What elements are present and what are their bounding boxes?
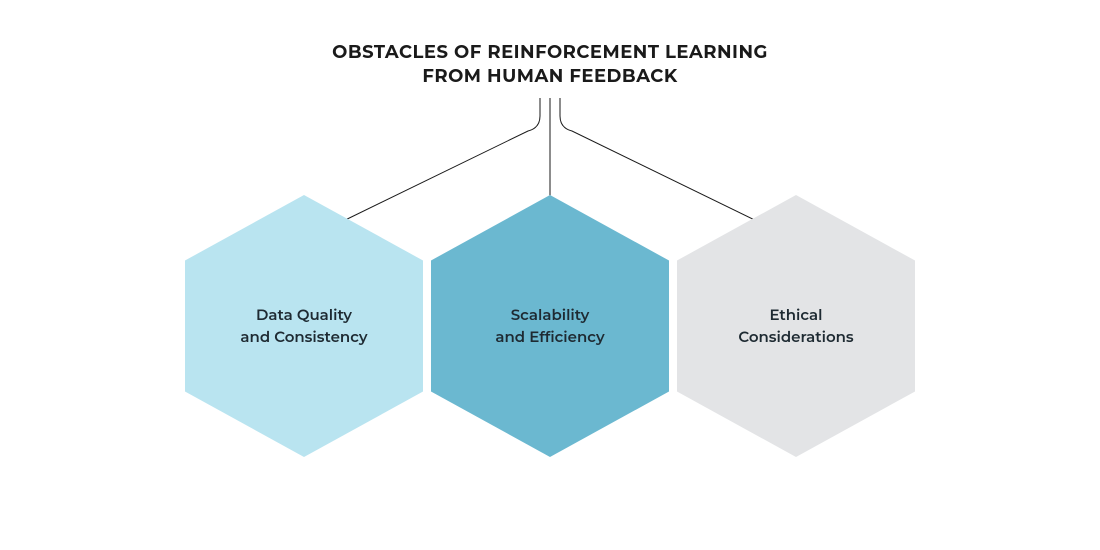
hexagon-row: Data Quality and Consistency Scalability… (185, 195, 915, 457)
hexagon-ethical: Ethical Considerations (677, 195, 915, 457)
hex-label-line-1: Data Quality (240, 304, 367, 326)
hexagon-label: Data Quality and Consistency (216, 304, 391, 348)
title-line-1: OBSTACLES OF REINFORCEMENT LEARNING (332, 40, 768, 64)
hex-label-line-2: and Efficiency (495, 326, 604, 348)
hex-label-line-1: Ethical (738, 304, 853, 326)
hexagon-data-quality: Data Quality and Consistency (185, 195, 423, 457)
title-line-2: FROM HUMAN FEEDBACK (332, 64, 768, 88)
hex-label-line-2: and Consistency (240, 326, 367, 348)
hex-label-line-2: Considerations (738, 326, 853, 348)
hexagon-scalability: Scalability and Efficiency (431, 195, 669, 457)
hexagon-label: Ethical Considerations (714, 304, 877, 348)
diagram-title: OBSTACLES OF REINFORCEMENT LEARNING FROM… (332, 40, 768, 89)
hexagon-label: Scalability and Efficiency (471, 304, 628, 348)
hex-label-line-1: Scalability (495, 304, 604, 326)
